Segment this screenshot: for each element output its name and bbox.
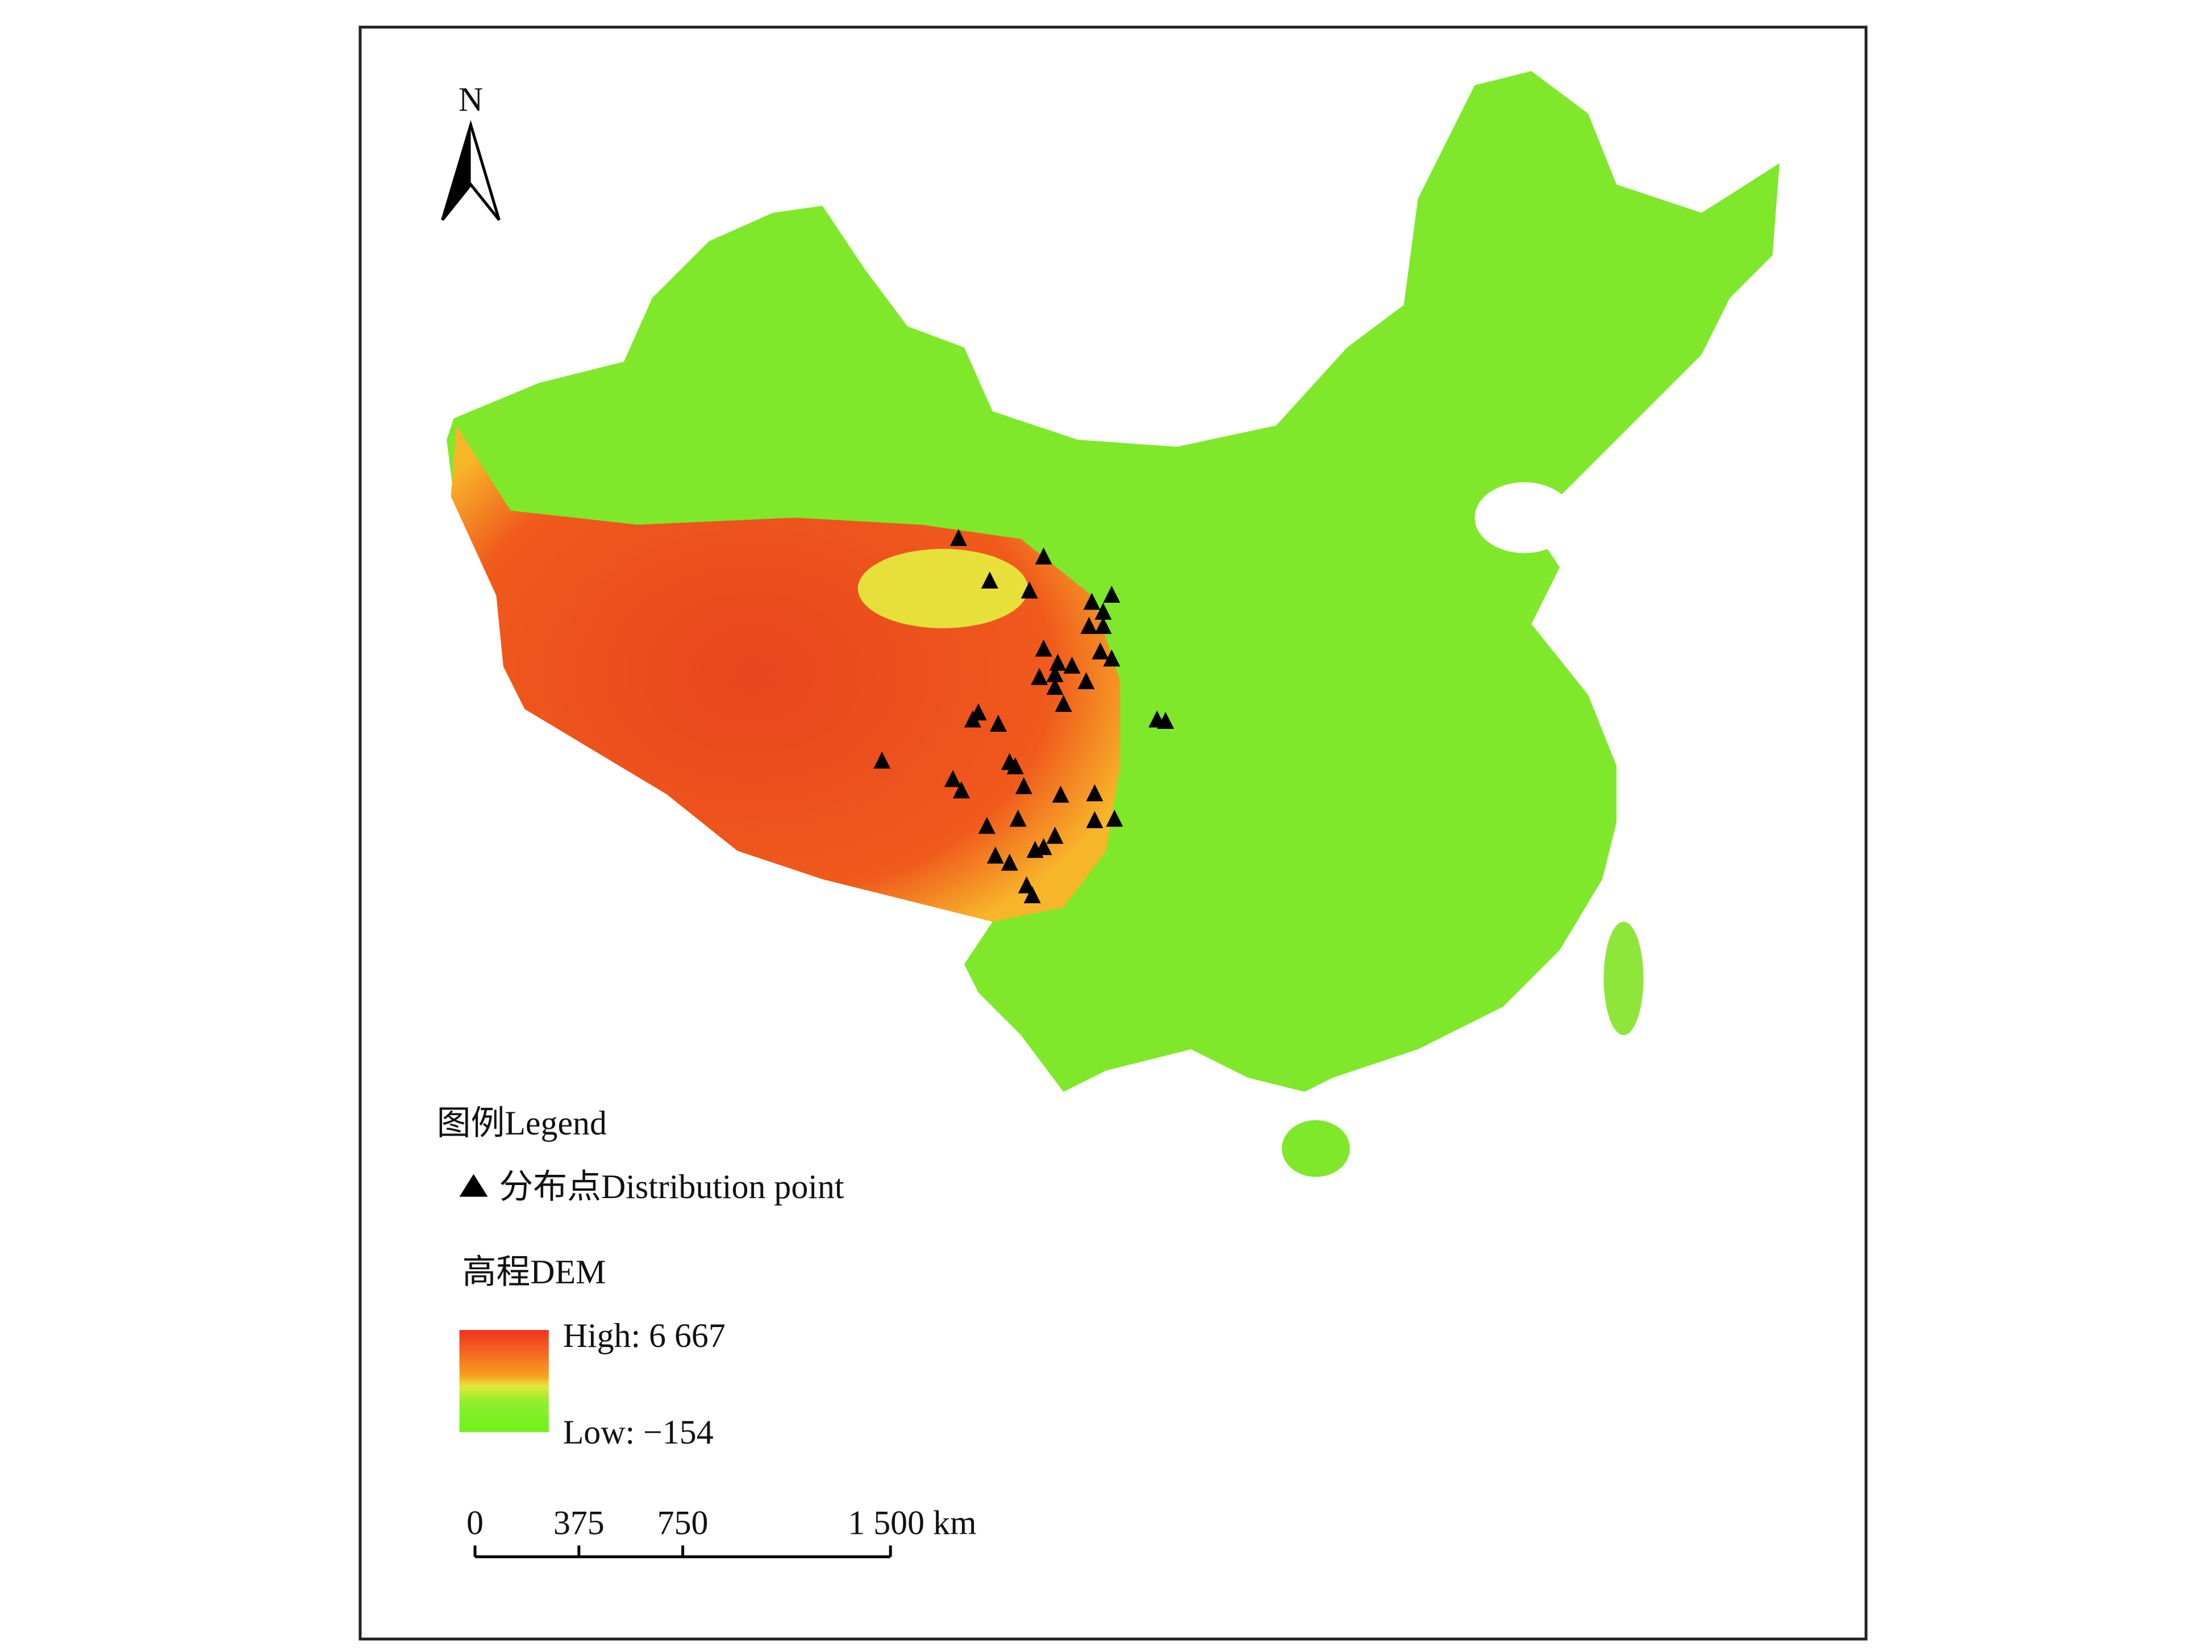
distribution-point xyxy=(1077,672,1095,690)
distribution-point xyxy=(1026,841,1044,858)
distribution-point xyxy=(1055,695,1072,712)
distribution-point xyxy=(1035,547,1052,565)
scale-tick-label: 1 500 km xyxy=(848,1504,976,1542)
distribution-point xyxy=(952,781,970,799)
distribution-point xyxy=(949,529,967,547)
scale-tick-label: 375 xyxy=(553,1504,605,1542)
dem-high-label: High: 6 667 xyxy=(563,1317,726,1354)
taiwan xyxy=(1603,921,1644,1036)
distribution-point xyxy=(1001,853,1018,871)
distribution-point xyxy=(1046,678,1064,695)
dem-color-ramp xyxy=(459,1330,549,1432)
distribution-point xyxy=(1031,668,1048,685)
dem-low-label: Low: −154 xyxy=(563,1413,714,1451)
distribution-point xyxy=(1020,581,1038,599)
distribution-point xyxy=(1046,665,1064,682)
distribution-point xyxy=(1086,784,1103,802)
distribution-point xyxy=(1035,639,1052,657)
bohai-sea xyxy=(1474,482,1574,553)
distribution-point xyxy=(978,816,995,834)
distribution-point xyxy=(1106,810,1123,827)
distribution-point xyxy=(1006,757,1024,774)
distribution-point xyxy=(1015,777,1032,794)
distribution-point xyxy=(1092,642,1109,660)
legend-title: 图例Legend xyxy=(437,1104,607,1142)
distribution-point xyxy=(989,715,1007,732)
distribution-point xyxy=(1103,586,1120,603)
distribution-point xyxy=(964,710,981,728)
qaidam-basin xyxy=(857,549,1028,628)
distribution-point xyxy=(1009,810,1027,827)
distribution-point xyxy=(1094,616,1112,634)
distribution-point xyxy=(1086,811,1103,828)
distribution-point xyxy=(1157,712,1174,729)
distribution-point xyxy=(1080,616,1098,634)
distribution-point xyxy=(1103,649,1120,667)
distribution-point xyxy=(1023,886,1041,904)
legend-point-symbol xyxy=(459,1174,488,1197)
distribution-point xyxy=(1046,827,1064,844)
distribution-point xyxy=(1083,593,1101,610)
scale-tick-label: 0 xyxy=(466,1504,484,1542)
map-frame xyxy=(359,26,1868,1641)
distribution-point xyxy=(1052,785,1069,803)
legend-point-label: 分布点Distribution point xyxy=(499,1168,844,1205)
distribution-point xyxy=(981,571,998,589)
scale-bar: 0 375 750 1 500 km xyxy=(466,1504,977,1558)
hainan xyxy=(1281,1120,1350,1177)
distribution-points xyxy=(873,529,1174,904)
legend-dem-title: 高程DEM xyxy=(463,1253,606,1291)
distribution-point xyxy=(1094,602,1112,620)
scale-tick-label: 750 xyxy=(657,1504,709,1542)
distribution-point xyxy=(986,846,1004,864)
distribution-point xyxy=(1049,653,1067,671)
distribution-point xyxy=(944,770,961,787)
north-label: N xyxy=(459,81,483,118)
distribution-point xyxy=(873,751,891,769)
distribution-point xyxy=(1063,656,1081,674)
